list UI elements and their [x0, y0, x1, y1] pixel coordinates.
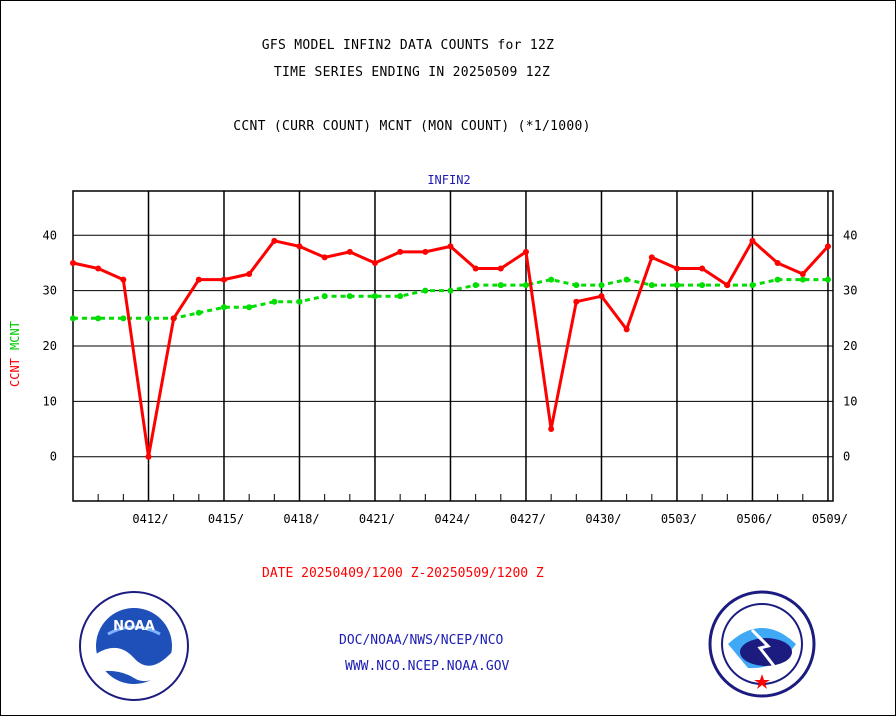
grid-layer [73, 191, 833, 501]
chart-title-line1: GFS MODEL INFIN2 DATA COUNTS for 12Z [261, 38, 555, 53]
x-tick-label: 0412/ [132, 512, 168, 526]
data-point-ccnt [220, 276, 227, 283]
data-point-ccnt [195, 276, 202, 283]
data-point-ccnt [774, 259, 781, 266]
plot-frame [72, 190, 834, 502]
date-range-label: DATE 20250409/1200 Z-20250509/1200 Z [262, 566, 544, 581]
data-point-mcnt [598, 282, 605, 289]
data-point-mcnt [371, 293, 378, 300]
data-point-mcnt [522, 282, 529, 289]
y-tick-label-right: 10 [843, 394, 857, 408]
data-point-ccnt [673, 265, 680, 272]
data-point-ccnt [724, 282, 731, 289]
noaa-logo: NOAA [79, 591, 189, 701]
data-point-ccnt [246, 271, 253, 278]
data-point-mcnt [573, 282, 580, 289]
x-tick-label: 0430/ [585, 512, 621, 526]
axis-layer: 0 0 10 10 20 20 30 30 40 40 0412/0415/0418/0421/04… [43, 190, 857, 526]
data-point-mcnt [271, 298, 278, 305]
footer-link-doc[interactable]: DOC/NOAA/NWS/NCEP/NCO [339, 633, 504, 648]
noaa-logo-text: NOAA [113, 619, 155, 634]
data-point-mcnt [95, 315, 102, 322]
chart-title-line3: CCNT (CURR COUNT) MCNT (MON COUNT) (*1/1… [233, 119, 591, 134]
y-axis-label-mcnt: MCNT [8, 321, 22, 350]
nws-logo [708, 590, 816, 698]
data-point-ccnt [497, 265, 504, 272]
data-point-ccnt [95, 265, 102, 272]
data-point-ccnt [321, 254, 328, 261]
data-point-ccnt [522, 248, 529, 255]
data-point-mcnt [296, 298, 303, 305]
data-point-ccnt [598, 293, 605, 300]
data-point-mcnt [648, 282, 655, 289]
data-point-ccnt [824, 243, 831, 250]
y-tick-label-left: 40 [43, 228, 57, 242]
data-point-mcnt [246, 304, 253, 311]
data-point-ccnt [346, 248, 353, 255]
x-tick-label: 0503/ [661, 512, 697, 526]
x-tick-label: 0421/ [359, 512, 395, 526]
panel-title: INFIN2 [427, 173, 470, 187]
y-tick-label-left: 10 [43, 394, 57, 408]
data-point-mcnt [70, 315, 76, 322]
data-point-ccnt [296, 243, 303, 250]
y-tick-label-left: 30 [43, 284, 57, 298]
y-tick-label-right: 40 [843, 228, 857, 242]
data-point-mcnt [346, 293, 353, 300]
data-point-ccnt [170, 315, 177, 322]
data-point-mcnt [472, 282, 479, 289]
data-point-mcnt [749, 282, 756, 289]
data-point-mcnt [824, 276, 831, 283]
data-point-mcnt [699, 282, 706, 289]
data-point-mcnt [422, 287, 429, 294]
y-tick-label-right: 20 [843, 339, 857, 353]
data-point-ccnt [271, 237, 278, 244]
data-point-mcnt [220, 304, 227, 311]
data-point-mcnt [321, 293, 328, 300]
data-point-mcnt [397, 293, 404, 300]
data-point-ccnt [648, 254, 655, 261]
data-point-ccnt [371, 259, 378, 266]
data-point-ccnt [120, 276, 127, 283]
y-tick-label-left: 0 [50, 450, 57, 464]
data-point-mcnt [774, 276, 781, 283]
data-point-mcnt [447, 287, 454, 294]
series-layer [70, 237, 831, 460]
y-tick-label-left: 20 [43, 339, 57, 353]
data-point-mcnt [195, 309, 202, 316]
y-axis-label: CCNT MCNT [8, 321, 22, 387]
x-tick-label: 0506/ [736, 512, 772, 526]
data-point-mcnt [799, 276, 806, 283]
data-point-ccnt [447, 243, 454, 250]
data-point-ccnt [799, 271, 806, 278]
chart-title-line2: TIME SERIES ENDING IN 20250509 12Z [273, 65, 551, 80]
data-point-ccnt [548, 426, 555, 433]
x-tick-label: 0424/ [434, 512, 470, 526]
data-point-mcnt [673, 282, 680, 289]
data-point-mcnt [145, 315, 152, 322]
x-tick-label: 0415/ [208, 512, 244, 526]
y-tick-label-right: 0 [843, 450, 850, 464]
data-point-ccnt [623, 326, 630, 333]
data-point-ccnt [397, 248, 404, 255]
data-point-ccnt [749, 237, 756, 244]
footer-link-www[interactable]: WWW.NCO.NCEP.NOAA.GOV [345, 659, 510, 674]
data-point-mcnt [120, 315, 127, 322]
data-point-ccnt [422, 248, 429, 255]
y-axis-label-ccnt: CCNT [8, 358, 22, 387]
data-point-ccnt [472, 265, 479, 272]
x-tick-label: 0427/ [510, 512, 546, 526]
x-tick-label: 0509/ [812, 512, 848, 526]
data-point-mcnt [623, 276, 630, 283]
data-point-ccnt [70, 259, 76, 266]
data-point-mcnt [497, 282, 504, 289]
data-point-mcnt [548, 276, 555, 283]
data-point-ccnt [573, 298, 580, 305]
data-point-ccnt [145, 453, 152, 460]
x-tick-label: 0418/ [283, 512, 319, 526]
y-tick-label-right: 30 [843, 284, 857, 298]
data-point-ccnt [699, 265, 706, 272]
